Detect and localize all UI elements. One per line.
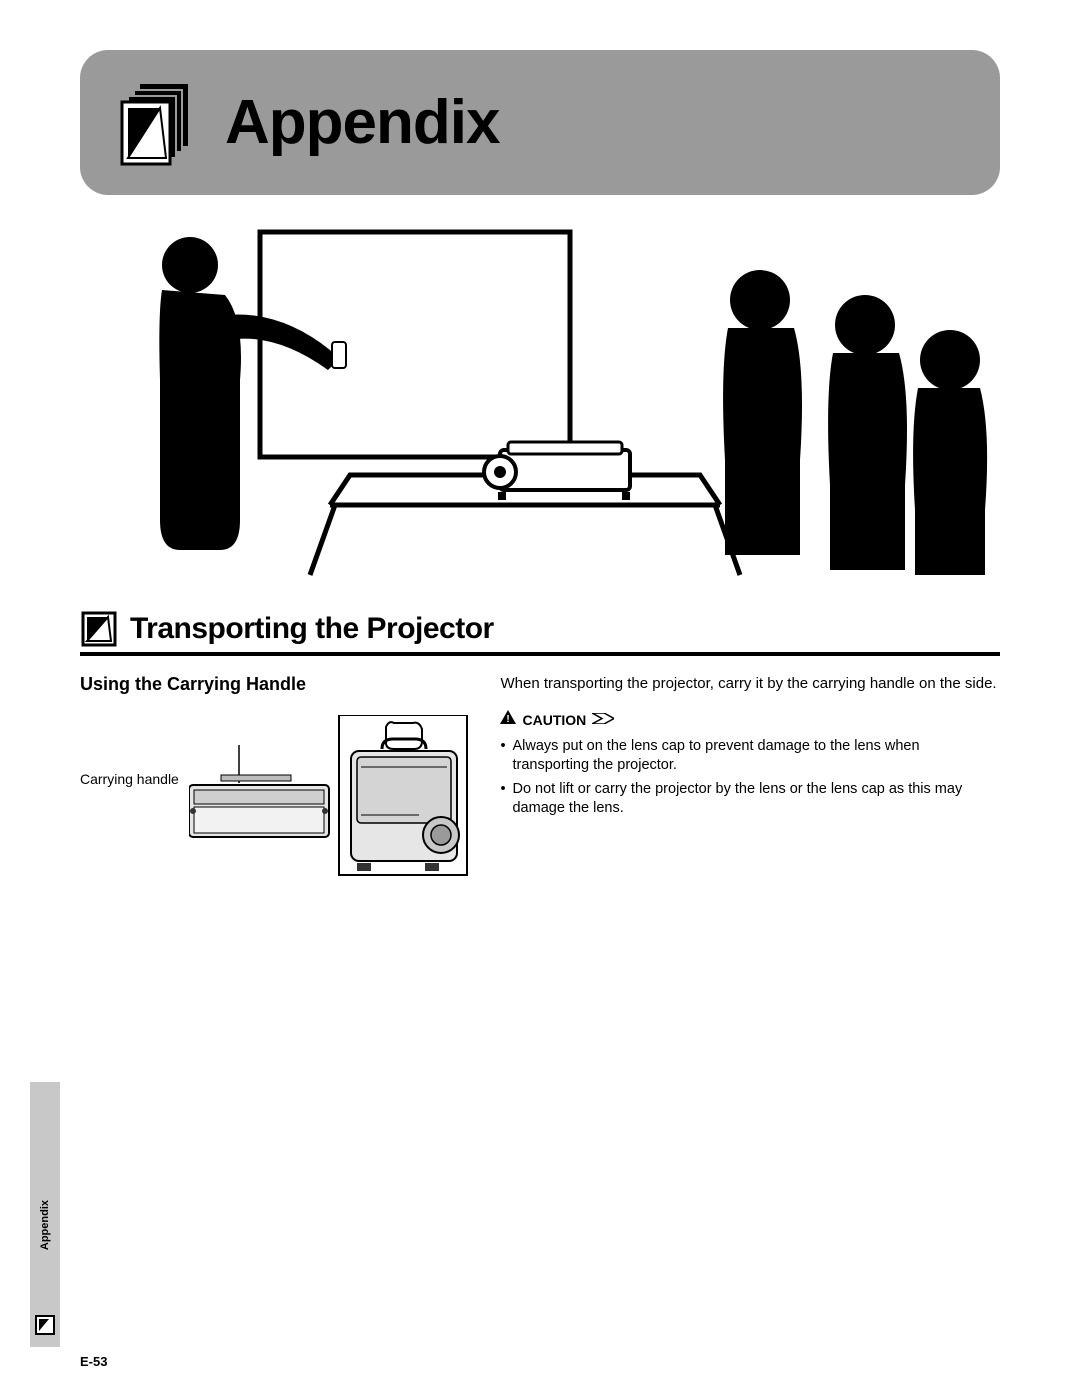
caution-item: Do not lift or carry the projector by th…	[500, 780, 1000, 819]
carrying-handle-label: Carrying handle	[80, 771, 179, 787]
caution-heading: ! CAUTION	[500, 710, 1000, 730]
caution-arrow-icon	[592, 710, 614, 730]
side-tab-icon	[35, 1315, 55, 1335]
appendix-title: Appendix	[225, 87, 499, 158]
caution-item: Always put on the lens cap to prevent da…	[500, 737, 1000, 776]
presentation-illustration	[80, 220, 1000, 610]
carrying-handle-figure: Carrying handle	[80, 715, 472, 890]
warning-triangle-icon: !	[500, 710, 516, 730]
caution-list: Always put on the lens cap to prevent da…	[500, 737, 1000, 819]
side-tab: Appendix	[30, 1082, 60, 1347]
appendix-stack-icon	[110, 78, 200, 168]
appendix-banner: Appendix	[80, 50, 1000, 195]
intro-text: When transporting the projector, carry i…	[500, 674, 1000, 694]
subheading-carrying-handle: Using the Carrying Handle	[80, 674, 472, 695]
section-title: Transporting the Projector	[130, 612, 494, 646]
section-doc-icon	[80, 610, 118, 648]
caution-label: CAUTION	[522, 711, 586, 730]
section-rule	[80, 652, 1000, 656]
section-heading: Transporting the Projector	[80, 610, 1000, 648]
svg-text:!: !	[507, 714, 510, 724]
page-number: E-53	[80, 1354, 107, 1369]
side-tab-label: Appendix	[39, 1200, 51, 1250]
